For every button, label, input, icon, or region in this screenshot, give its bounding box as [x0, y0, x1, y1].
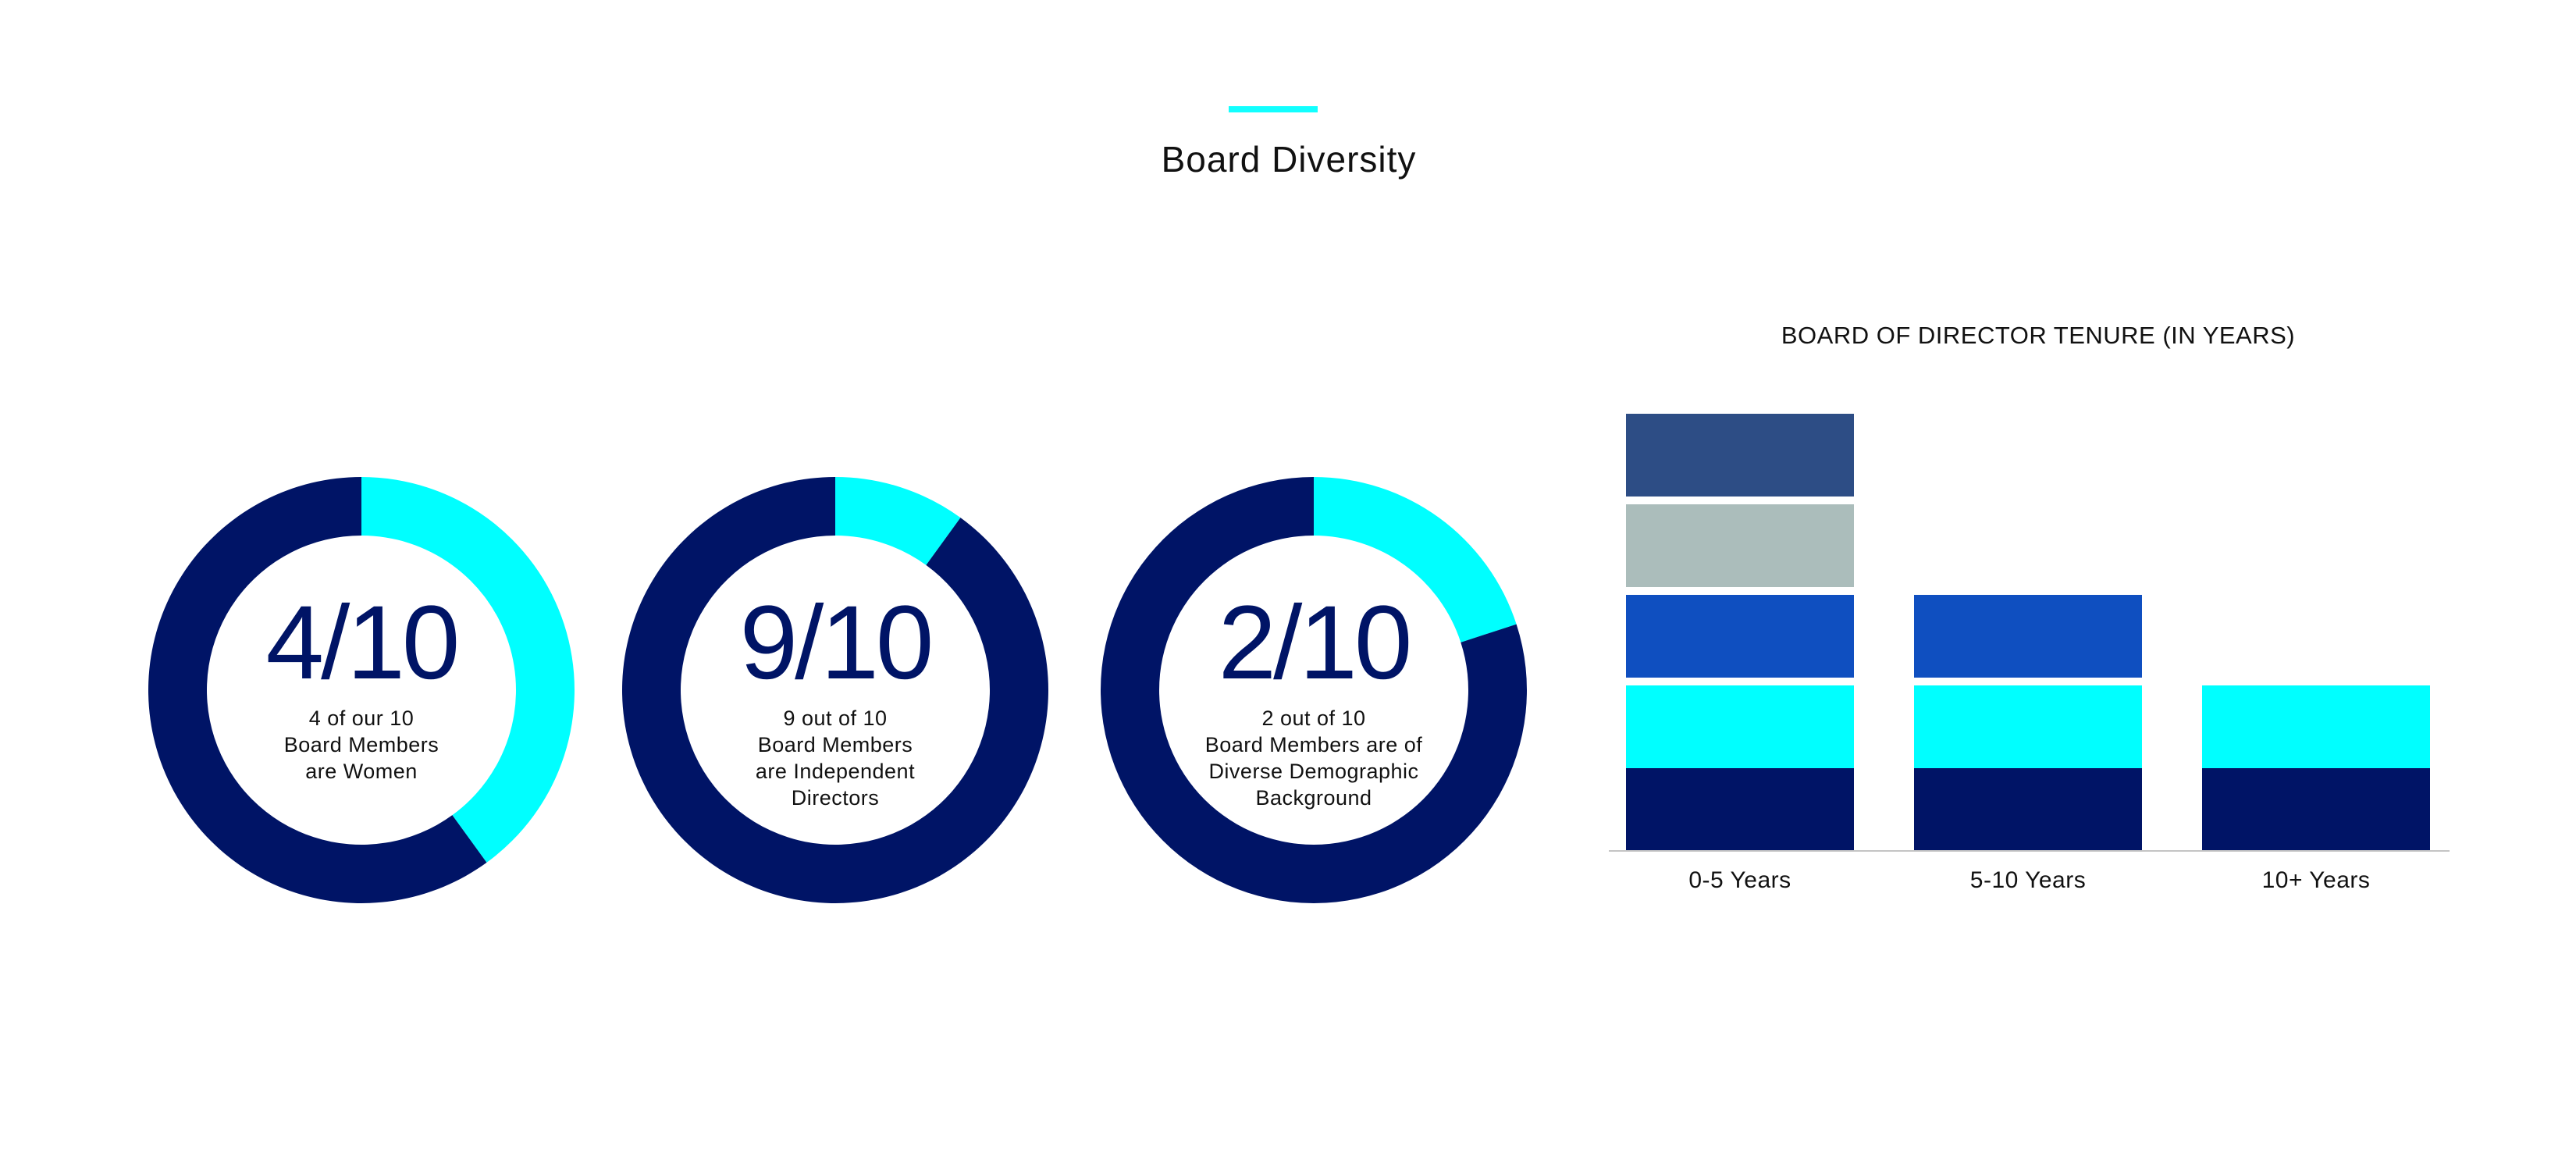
bar-0-5-years — [1626, 406, 1854, 851]
bar-segment — [1626, 414, 1854, 497]
donut-value: 9/10 — [739, 585, 934, 701]
donut-segment — [361, 477, 575, 863]
x-axis-label: 0-5 Years — [1688, 867, 1791, 893]
bar-segment — [1914, 595, 2142, 678]
donut-chart-independent: 9/10 9 out of 10 Board Members are Indep… — [622, 477, 1048, 903]
bar-10-plus-years — [2202, 678, 2430, 851]
tenure-chart-title: BOARD OF DIRECTOR TENURE (IN YEARS) — [1781, 322, 2296, 349]
donut-segment — [148, 477, 487, 903]
bar-segment — [1626, 504, 1854, 587]
donut-segment — [1314, 477, 1517, 642]
caption-line: Board Members — [283, 733, 439, 756]
bar-segment — [2202, 685, 2430, 768]
donut-ring — [1101, 477, 1527, 903]
donut-ring — [622, 477, 1048, 903]
bar-segment — [2202, 768, 2430, 851]
bar-segment — [1914, 685, 2142, 768]
caption-line: Directors — [791, 786, 880, 810]
bar-segment — [1626, 685, 1854, 768]
donut-chart-women: 4/10 4 of our 10 Board Members are Women — [148, 477, 575, 903]
x-axis-line — [1609, 850, 2450, 852]
donut-chart-demographic: 2/10 2 out of 10 Board Members are of Di… — [1101, 477, 1527, 903]
x-axis-label: 10+ Years — [2261, 867, 2371, 893]
donut-value: 2/10 — [1218, 585, 1413, 701]
caption-line: Board Members — [757, 733, 913, 756]
caption-line: 9 out of 10 — [783, 707, 888, 730]
caption-line: are Women — [305, 760, 418, 783]
caption-line: 4 of our 10 — [308, 707, 415, 730]
caption-line: Background — [1255, 786, 1372, 810]
donut-segment — [835, 477, 961, 565]
donut-caption: 9 out of 10 Board Members are Independen… — [756, 705, 915, 811]
caption-line: Board Members are of — [1204, 733, 1423, 756]
donut-value: 4/10 — [265, 585, 461, 701]
title-accent-bar — [1229, 106, 1318, 112]
caption-line: 2 out of 10 — [1261, 707, 1366, 730]
bar-segment — [1914, 768, 2142, 851]
donut-caption: 4 of our 10 Board Members are Women — [284, 705, 439, 785]
donut-ring — [148, 477, 575, 903]
tenure-bar-chart — [1609, 390, 2450, 851]
caption-line: Diverse Demographic — [1208, 760, 1419, 783]
bar-5-10-years — [1914, 587, 2142, 851]
bar-segment — [1626, 595, 1854, 678]
x-axis-label: 5-10 Years — [1969, 867, 2087, 893]
bar-segment — [1626, 768, 1854, 851]
donut-caption: 2 out of 10 Board Members are of Diverse… — [1205, 705, 1423, 811]
caption-line: are Independent — [755, 760, 916, 783]
page-title: Board Diversity — [1161, 139, 1417, 180]
